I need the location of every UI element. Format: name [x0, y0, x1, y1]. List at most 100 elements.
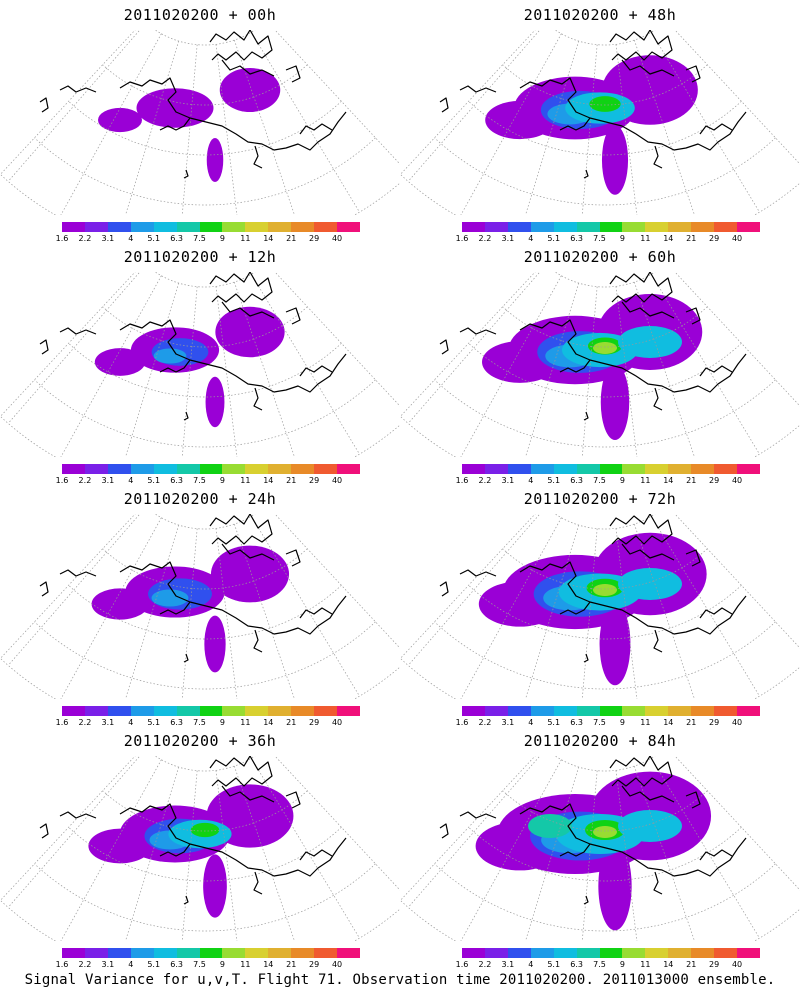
colorbar-label: 7.5	[593, 234, 606, 243]
variance-map	[0, 30, 400, 215]
colorbar-swatch	[622, 464, 646, 474]
colorbar-swatch	[153, 464, 177, 474]
colorbar-swatch	[484, 706, 508, 716]
colorbar-label: 14	[663, 718, 674, 727]
colorbar-label: 29	[309, 960, 320, 969]
map-panel: 2011020200 + 36h 1.6 2.2 3.1 4 5.1 6.3 7.5 9 11 14…	[0, 726, 400, 971]
colorbar-swatch	[691, 948, 715, 958]
colorbar-swatch	[507, 948, 531, 958]
colorbar-swatch	[337, 222, 360, 232]
colorbar-label: 11	[640, 960, 651, 969]
colorbar-label: 4	[528, 476, 534, 485]
colorbar-label: 29	[709, 718, 720, 727]
colorbar-label: 11	[240, 718, 251, 727]
colorbar-label: 5.1	[547, 476, 561, 485]
colorbar-label: 40	[331, 960, 343, 969]
colorbar-swatch	[507, 222, 531, 232]
colorbar-swatch	[245, 706, 269, 716]
colorbar-label: 3.1	[501, 718, 515, 727]
colorbar-label: 5.1	[147, 960, 161, 969]
colorbar-swatch	[268, 948, 292, 958]
colorbar-swatch	[645, 706, 669, 716]
colorbar-label: 2.2	[478, 960, 492, 969]
colorbar-swatch	[691, 464, 715, 474]
colorbar-label: 6.3	[570, 476, 583, 485]
colorbar-swatch	[199, 948, 223, 958]
colorbar-label: 4	[128, 960, 134, 969]
colorbar-swatch	[462, 464, 485, 474]
colorbar-label: 40	[731, 234, 743, 243]
colorbar-swatch	[530, 948, 554, 958]
colorbar-label: 5.1	[547, 718, 561, 727]
colorbar-swatch	[668, 948, 692, 958]
colorbar: 1.6 2.2 3.1 4 5.1 6.3 7.5 9 11 14 21 29 40	[456, 706, 760, 728]
panel-title: 2011020200 + 84h	[523, 732, 677, 750]
colorbar-label: 14	[263, 718, 274, 727]
colorbar-swatch	[268, 222, 292, 232]
colorbar-swatch	[107, 222, 131, 232]
colorbar-label: 4	[128, 234, 134, 243]
colorbar-label: 21	[686, 476, 697, 485]
map-panel: 2011020200 + 12h 1.6 2.2 3.1 4 5.1 6.3 7.5 9 11 14…	[0, 242, 400, 487]
colorbar-swatch	[314, 706, 338, 716]
colorbar-swatch	[291, 706, 315, 716]
colorbar-label: 9	[219, 476, 225, 485]
colorbar-swatch	[130, 464, 154, 474]
colorbar-swatch	[199, 464, 223, 474]
colorbar-label: 21	[286, 718, 297, 727]
colorbar-swatch	[222, 706, 246, 716]
colorbar-swatch	[222, 464, 246, 474]
colorbar-swatch	[668, 222, 692, 232]
colorbar-label: 6.3	[570, 718, 583, 727]
colorbar-label: 29	[309, 234, 320, 243]
map-panel: 2011020200 + 24h 1.6 2.2 3.1 4 5.1 6.3 7.5 9 11 14…	[0, 484, 400, 729]
colorbar-swatch	[737, 222, 760, 232]
colorbar-label: 14	[663, 234, 674, 243]
colorbar-label: 3.1	[501, 234, 515, 243]
colorbar-label: 21	[686, 960, 697, 969]
colorbar-swatch	[553, 222, 577, 232]
colorbar-label: 7.5	[193, 476, 206, 485]
colorbar-swatch	[153, 222, 177, 232]
colorbar-label: 1.6	[455, 718, 469, 727]
colorbar-swatch	[645, 222, 669, 232]
colorbar-label: 3.1	[501, 476, 515, 485]
colorbar-swatch	[130, 706, 154, 716]
colorbar-swatch	[645, 464, 669, 474]
colorbar-label: 7.5	[593, 718, 606, 727]
colorbar-label: 2.2	[478, 718, 492, 727]
map-panel: 2011020200 + 48h 1.6 2.2 3.1 4 5.1 6.3 7.5 9 11 14…	[400, 0, 800, 245]
colorbar-label: 5.1	[147, 476, 161, 485]
colorbar-swatch	[62, 464, 85, 474]
colorbar-label: 1.6	[55, 234, 69, 243]
colorbar-label: 11	[240, 234, 251, 243]
colorbar: 1.6 2.2 3.1 4 5.1 6.3 7.5 9 11 14 21 29 40	[456, 222, 760, 244]
colorbar-swatch	[714, 464, 738, 474]
colorbar-swatch	[245, 948, 269, 958]
colorbar: 1.6 2.2 3.1 4 5.1 6.3 7.5 9 11 14 21 29 40	[56, 948, 360, 970]
colorbar-swatch	[691, 706, 715, 716]
colorbar-label: 1.6	[55, 960, 69, 969]
colorbar-swatch	[291, 948, 315, 958]
colorbar-label: 6.3	[570, 960, 583, 969]
colorbar-label: 40	[331, 476, 343, 485]
panel-title: 2011020200 + 48h	[523, 6, 677, 24]
colorbar-swatch	[576, 222, 600, 232]
colorbar-label: 6.3	[170, 960, 183, 969]
colorbar-label: 5.1	[147, 718, 161, 727]
colorbar-swatch	[507, 706, 531, 716]
colorbar-swatch	[222, 948, 246, 958]
map-panel: 2011020200 + 72h 1.6 2.2 3.1 4 5.1 6.3 7.5 9 11 14…	[400, 484, 800, 729]
colorbar-swatch	[62, 706, 85, 716]
colorbar-swatch	[245, 464, 269, 474]
colorbar-label: 6.3	[570, 234, 583, 243]
colorbar-label: 1.6	[455, 960, 469, 969]
colorbar-swatch	[84, 222, 108, 232]
colorbar-label: 21	[286, 960, 297, 969]
colorbar-label: 9	[619, 718, 625, 727]
colorbar-label: 4	[528, 960, 534, 969]
figure-caption: Signal Variance for u,v,T. Flight 71. Ob…	[24, 972, 776, 988]
colorbar-swatch	[62, 948, 85, 958]
variance-map	[400, 272, 800, 457]
colorbar-swatch	[553, 464, 577, 474]
